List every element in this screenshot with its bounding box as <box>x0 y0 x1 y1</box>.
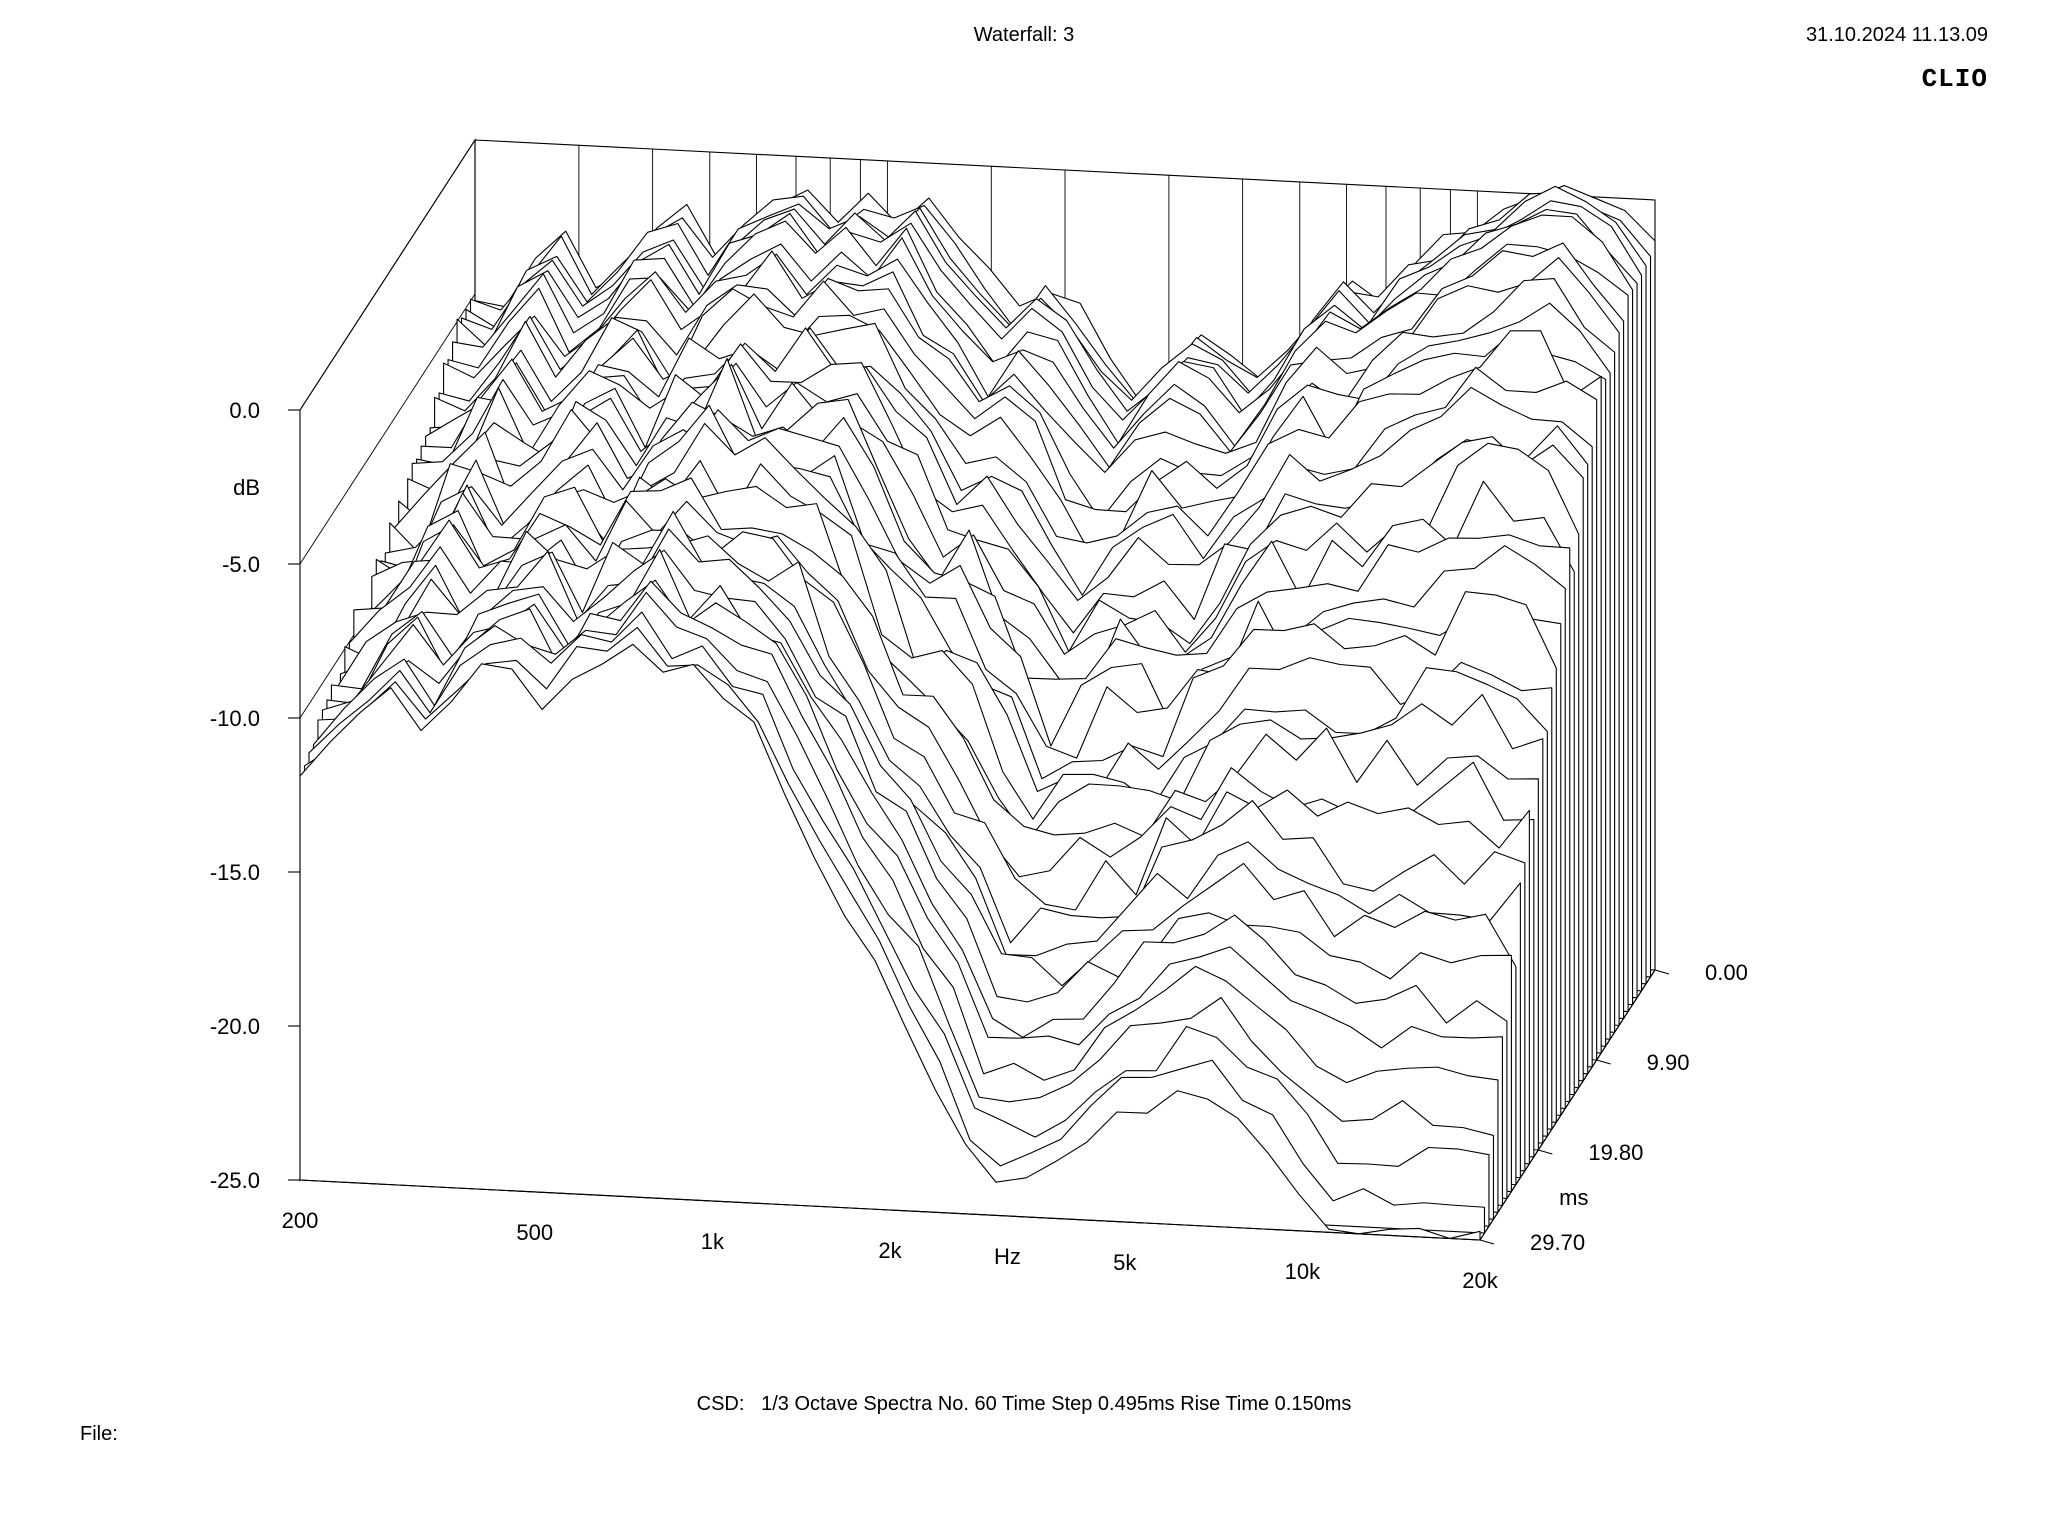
svg-text:-25.0: -25.0 <box>210 1168 260 1193</box>
svg-text:5k: 5k <box>1113 1250 1137 1275</box>
svg-text:dB: dB <box>233 475 260 500</box>
svg-text:19.80: 19.80 <box>1588 1140 1643 1165</box>
chart-params: CSD: 1/3 Octave Spectra No. 60 Time Step… <box>697 1393 1352 1416</box>
svg-text:ms: ms <box>1559 1185 1588 1210</box>
file-label: File: <box>80 1423 118 1446</box>
svg-text:Hz: Hz <box>994 1244 1021 1269</box>
svg-text:-5.0: -5.0 <box>222 552 260 577</box>
svg-text:0.00: 0.00 <box>1705 960 1748 985</box>
params-prefix: CSD: <box>697 1393 745 1415</box>
svg-text:1k: 1k <box>701 1229 725 1254</box>
waterfall-plot: 0.0 -5.0 -10.0 -15.0 -20.0 -25.0 dB 200 500 1k 2k 5… <box>0 0 2048 1536</box>
svg-text:20k: 20k <box>1462 1268 1498 1293</box>
svg-text:2k: 2k <box>878 1238 902 1263</box>
svg-text:-10.0: -10.0 <box>210 706 260 731</box>
svg-text:10k: 10k <box>1285 1259 1321 1284</box>
svg-text:29.70: 29.70 <box>1530 1230 1585 1255</box>
svg-text:9.90: 9.90 <box>1647 1050 1690 1075</box>
svg-text:500: 500 <box>516 1220 553 1245</box>
params-line: 1/3 Octave Spectra No. 60 Time Step 0.49… <box>761 1393 1351 1415</box>
svg-text:-20.0: -20.0 <box>210 1014 260 1039</box>
svg-text:-15.0: -15.0 <box>210 860 260 885</box>
svg-text:200: 200 <box>282 1208 319 1233</box>
svg-text:0.0: 0.0 <box>229 398 260 423</box>
